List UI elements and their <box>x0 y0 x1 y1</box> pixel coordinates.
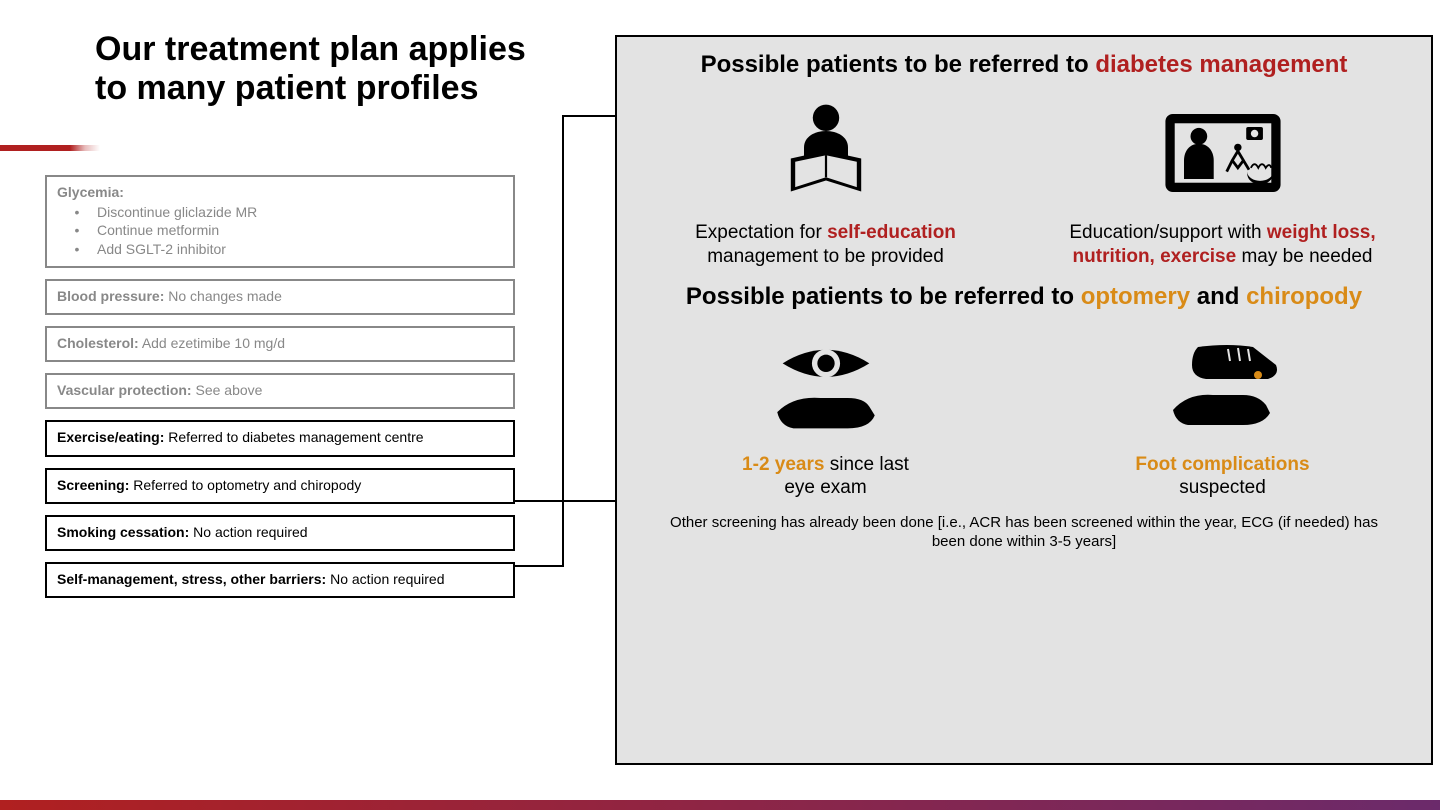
caption-highlight: self-education <box>827 222 956 243</box>
caption-lifestyle: Education/support with weight loss, nutr… <box>1034 221 1411 269</box>
caption-text: management to be provided <box>707 246 944 267</box>
panel-footer-note: Other screening has already been done [i… <box>617 500 1431 552</box>
icon-row-optometry: 1-2 years since last eye exam <box>617 319 1431 501</box>
box-text: Referred to diabetes management centre <box>168 429 423 445</box>
slide-root: Our treatment plan applies to many patie… <box>0 0 1440 810</box>
box-blood-pressure: Blood pressure: No changes made <box>45 279 515 315</box>
panel-heading-optometry: Possible patients to be referred to opto… <box>617 269 1431 319</box>
reading-icon <box>637 93 1014 213</box>
cell-foot-complications: Foot complications suspected <box>1034 325 1411 501</box>
list-item: Add SGLT-2 inhibitor <box>57 240 503 258</box>
page-title: Our treatment plan applies to many patie… <box>95 30 565 108</box>
box-label: Cholesterol: <box>57 335 139 351</box>
heading-highlight: diabetes management <box>1095 51 1347 78</box>
cell-eye-exam: 1-2 years since last eye exam <box>637 325 1014 501</box>
list-item: Discontinue gliclazide MR <box>57 203 503 221</box>
box-exercise-eating: Exercise/eating: Referred to diabetes ma… <box>45 420 515 456</box>
box-label: Screening: <box>57 477 129 493</box>
caption-highlight: Foot complications <box>1135 454 1309 475</box>
foot-hand-icon <box>1034 325 1411 445</box>
eye-hand-icon <box>637 325 1014 445</box>
box-label: Self-management, stress, other barriers: <box>57 571 326 587</box>
connector-line <box>515 565 563 567</box>
box-label: Exercise/eating: <box>57 429 164 445</box>
icon-row-diabetes: Expectation for self-education managemen… <box>617 87 1431 269</box>
connector-line <box>562 115 564 567</box>
box-text: Referred to optometry and chiropody <box>133 477 361 493</box>
referral-panel: Possible patients to be referred to diab… <box>615 35 1433 765</box>
box-self-management: Self-management, stress, other barriers:… <box>45 562 515 598</box>
list-item: Continue metformin <box>57 221 503 239</box>
heading-text: and <box>1190 283 1246 310</box>
caption-text: may be needed <box>1236 246 1372 267</box>
box-vascular: Vascular protection: See above <box>45 373 515 409</box>
box-text: Add ezetimibe 10 mg/d <box>142 335 285 351</box>
caption-foot: Foot complications suspected <box>1034 453 1411 501</box>
box-glycemia: Glycemia: Discontinue gliclazide MR Cont… <box>45 175 515 268</box>
box-label: Vascular protection: <box>57 382 192 398</box>
heading-highlight: chiropody <box>1246 283 1362 310</box>
box-label: Smoking cessation: <box>57 524 189 540</box>
box-text: No action required <box>193 524 307 540</box>
glycemia-items: Discontinue gliclazide MR Continue metfo… <box>57 203 503 258</box>
title-underline <box>0 145 100 151</box>
caption-text: since last <box>824 454 908 475</box>
box-cholesterol: Cholesterol: Add ezetimibe 10 mg/d <box>45 326 515 362</box>
connector-line <box>515 500 615 502</box>
box-label: Glycemia: <box>57 184 124 200</box>
heading-text: Possible patients to be referred to <box>686 283 1081 310</box>
caption-text: eye exam <box>784 477 866 498</box>
box-text: No changes made <box>168 288 282 304</box>
caption-eye-exam: 1-2 years since last eye exam <box>637 453 1014 501</box>
cell-lifestyle-support: Education/support with weight loss, nutr… <box>1034 93 1411 269</box>
box-smoking: Smoking cessation: No action required <box>45 515 515 551</box>
caption-highlight: 1-2 years <box>742 454 824 475</box>
connector-line <box>562 115 616 117</box>
box-label: Blood pressure: <box>57 288 164 304</box>
caption-text: Education/support with <box>1069 222 1267 243</box>
box-text: See above <box>195 382 262 398</box>
treatment-plan-list: Glycemia: Discontinue gliclazide MR Cont… <box>45 175 515 598</box>
box-text: No action required <box>330 571 444 587</box>
cell-self-education: Expectation for self-education managemen… <box>637 93 1014 269</box>
box-screening: Screening: Referred to optometry and chi… <box>45 468 515 504</box>
lifestyle-icon <box>1034 93 1411 213</box>
heading-text: Possible patients to be referred to <box>701 51 1096 78</box>
bottom-gradient-bar <box>0 800 1440 810</box>
heading-highlight: optomery <box>1081 283 1190 310</box>
caption-self-education: Expectation for self-education managemen… <box>637 221 1014 269</box>
caption-text: Expectation for <box>695 222 827 243</box>
panel-heading-diabetes: Possible patients to be referred to diab… <box>617 37 1431 87</box>
caption-text: suspected <box>1179 477 1266 498</box>
